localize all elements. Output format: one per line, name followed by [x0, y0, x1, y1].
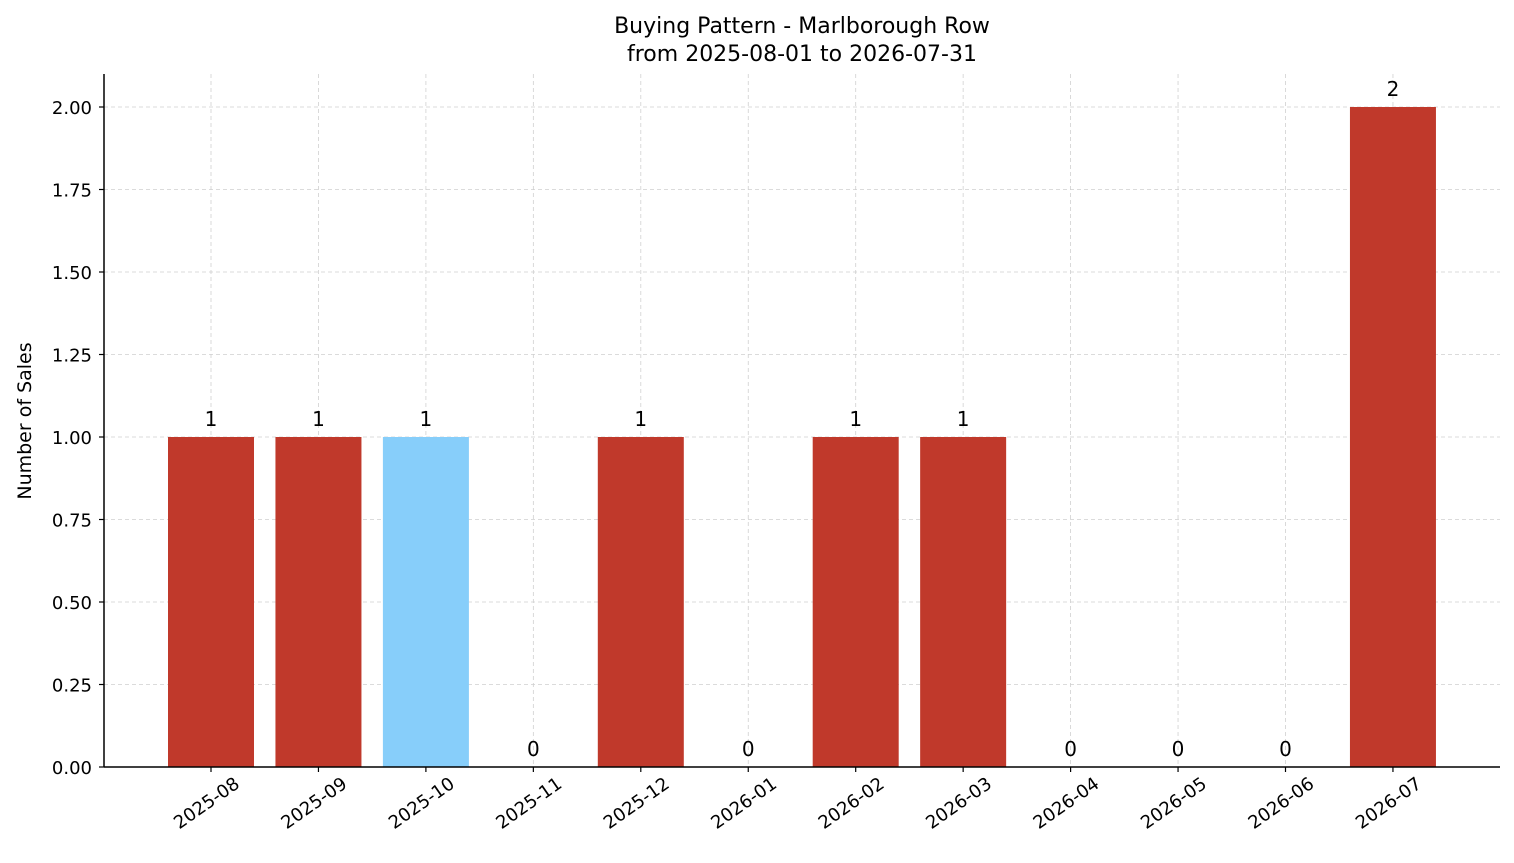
y-tick-label: 1.75	[52, 181, 92, 202]
x-tick-label: 2025-11	[492, 773, 566, 833]
bars	[168, 107, 1436, 767]
data-label: 1	[205, 407, 218, 431]
bar	[1349, 107, 1436, 767]
x-tick-label: 2026-07	[1352, 773, 1426, 833]
x-tick-label: 2025-12	[600, 773, 674, 833]
bar	[275, 437, 362, 767]
x-tick-label: 2025-10	[385, 773, 459, 833]
bar	[382, 437, 469, 767]
data-label: 0	[527, 737, 540, 761]
data-label: 0	[1172, 737, 1185, 761]
y-tick-label: 1.50	[52, 263, 92, 284]
y-tick-label: 2.00	[52, 98, 92, 119]
x-tick-label: 2025-09	[277, 773, 351, 833]
data-label: 1	[420, 407, 433, 431]
x-tick-label: 2026-01	[707, 773, 781, 833]
x-tick-label: 2026-04	[1030, 773, 1104, 833]
data-label: 0	[1064, 737, 1077, 761]
bar	[812, 437, 899, 767]
data-label: 0	[1279, 737, 1292, 761]
y-axis-label: Number of Sales	[14, 342, 36, 499]
x-tick-label: 2026-05	[1137, 773, 1211, 833]
x-tick-label: 2026-06	[1245, 773, 1319, 833]
chart-title: Buying Pattern - Marlborough Row	[614, 14, 990, 39]
bar	[920, 437, 1007, 767]
x-tick-label: 2026-03	[922, 773, 996, 833]
data-label: 1	[849, 407, 862, 431]
data-label: 1	[312, 407, 325, 431]
data-label: 2	[1387, 77, 1400, 101]
y-tick-label: 1.00	[52, 428, 92, 449]
chart-subtitle: from 2025-08-01 to 2026-07-31	[627, 42, 977, 67]
x-tick-label: 2025-08	[170, 773, 244, 833]
y-tick-label: 0.50	[52, 593, 92, 614]
y-tick-label: 0.75	[52, 511, 92, 532]
y-tick-label: 0.25	[52, 676, 92, 697]
y-tick-label: 0.00	[52, 758, 92, 779]
data-label: 1	[634, 407, 647, 431]
y-tick-label: 1.25	[52, 346, 92, 367]
data-labels: 1 1 1 0 1 0 1 1 0 0 0 2	[205, 77, 1400, 761]
data-label: 0	[742, 737, 755, 761]
bar	[597, 437, 684, 767]
axes: 0.00 0.25 0.50 0.75 1.00 1.25 1.50 1.75 2.00 2025…	[52, 74, 1500, 834]
data-label: 1	[957, 407, 970, 431]
bar	[168, 437, 254, 767]
x-tick-label: 2026-02	[815, 773, 889, 833]
